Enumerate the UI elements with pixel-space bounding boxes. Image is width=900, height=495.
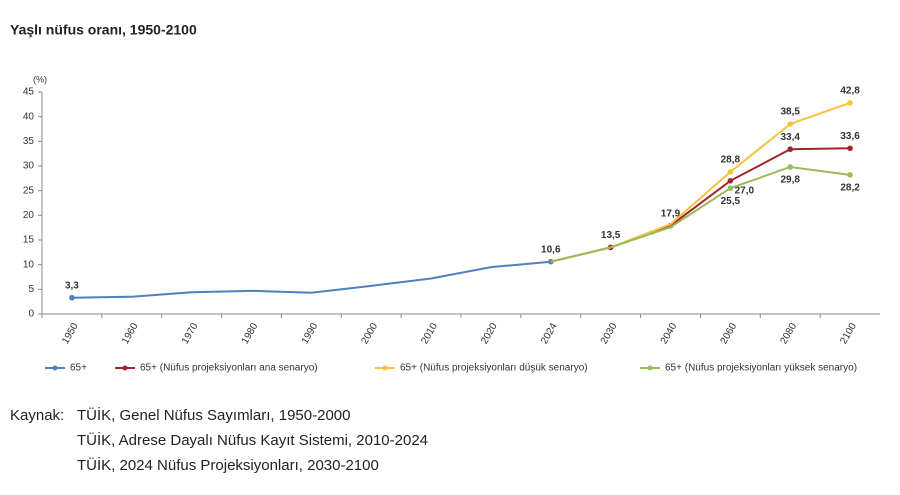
point xyxy=(727,169,734,175)
source-line: TÜİK, 2024 Nüfus Projeksiyonları, 2030-2… xyxy=(77,456,379,474)
legend-marker xyxy=(647,365,653,371)
legend-label: 65+ (Nüfus projeksiyonları düşük senaryo… xyxy=(400,363,588,374)
value-label: 33,6 xyxy=(840,131,860,142)
series-line xyxy=(550,165,851,263)
value-label: 13,5 xyxy=(601,230,621,241)
legend-label: 65+ xyxy=(70,363,87,374)
point xyxy=(727,178,734,184)
series-line xyxy=(550,101,851,263)
value-label: 28,2 xyxy=(840,183,860,194)
x-tick-label: 2030 xyxy=(599,321,620,346)
source-line: TÜİK, Genel Nüfus Sayımları, 1950-2000 xyxy=(77,406,350,424)
x-tick-label: 2100 xyxy=(838,321,859,346)
point xyxy=(787,121,794,127)
x-tick-label: 2060 xyxy=(719,321,740,346)
x-tick-label: 2024 xyxy=(539,321,560,346)
legend-marker xyxy=(52,365,58,371)
x-tick-label: 1970 xyxy=(180,321,201,346)
value-label: 17,9 xyxy=(661,208,681,219)
x-tick-label: 2080 xyxy=(778,321,799,346)
y-tick-label: 10 xyxy=(23,259,35,270)
x-tick-label: 1960 xyxy=(120,321,141,346)
value-label: 10,6 xyxy=(541,244,561,255)
point xyxy=(787,164,794,170)
point xyxy=(787,146,794,153)
y-tick-label: 0 xyxy=(28,309,34,320)
value-label: 28,8 xyxy=(721,155,741,166)
x-tick-label: 1980 xyxy=(240,321,261,346)
legend-label: 65+ (Nüfus projeksiyonları yüksek senary… xyxy=(665,363,857,374)
legend-label: 65+ (Nüfus projeksiyonları ana senaryo) xyxy=(140,363,318,374)
y-tick-label: 45 xyxy=(23,87,35,98)
value-label: 33,4 xyxy=(780,132,800,143)
legend-marker xyxy=(122,365,128,371)
y-unit: (%) xyxy=(33,74,47,84)
x-tick-label: 2040 xyxy=(659,321,680,346)
point xyxy=(847,172,853,178)
point xyxy=(847,145,853,152)
point xyxy=(727,185,734,191)
y-tick-label: 5 xyxy=(28,284,34,295)
y-tick-label: 25 xyxy=(23,185,35,196)
x-tick-label: 2020 xyxy=(479,321,500,346)
value-label: 27,0 xyxy=(735,185,755,196)
x-tick-label: 2010 xyxy=(419,321,440,346)
y-tick-label: 30 xyxy=(23,161,35,172)
point xyxy=(69,294,75,301)
series-line xyxy=(71,260,551,299)
x-tick-label: 1990 xyxy=(300,321,321,346)
chart-title: Yaşlı nüfus oranı, 1950-2100 xyxy=(10,22,197,38)
y-tick-label: 20 xyxy=(23,210,35,221)
source-line: TÜİK, Adrese Dayalı Nüfus Kayıt Sistemi,… xyxy=(77,431,428,449)
x-tick-label: 1950 xyxy=(60,321,81,346)
legend-marker xyxy=(382,365,388,371)
point xyxy=(847,100,853,106)
y-tick-label: 40 xyxy=(23,111,35,122)
value-label: 42,8 xyxy=(840,85,860,96)
x-tick-label: 2000 xyxy=(359,321,380,346)
series-line xyxy=(550,147,851,263)
value-label: 25,5 xyxy=(721,196,741,207)
value-label: 38,5 xyxy=(780,107,800,118)
value-label: 29,8 xyxy=(780,175,800,186)
source-label: Kaynak: xyxy=(10,407,64,424)
y-tick-label: 15 xyxy=(23,235,35,246)
value-label: 3,3 xyxy=(65,280,79,291)
y-tick-label: 35 xyxy=(23,136,35,147)
